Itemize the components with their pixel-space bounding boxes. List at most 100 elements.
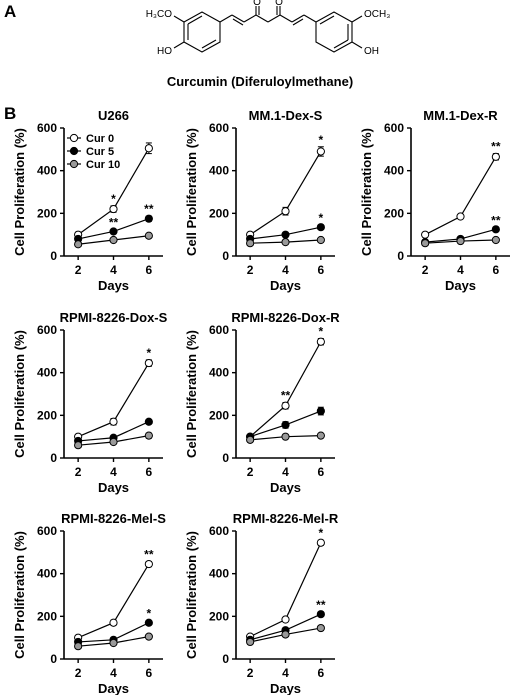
x-tick-label: 6 <box>318 666 325 680</box>
x-tick-label: 6 <box>493 263 500 277</box>
y-tick-label: 0 <box>50 652 57 666</box>
x-tick-label: 2 <box>422 263 429 277</box>
x-axis-label: Days <box>270 278 301 293</box>
data-point <box>144 214 153 223</box>
panel-label-b: B <box>4 104 17 123</box>
chart-3: RPMI-8226-Dox-S 0 200 400 600 2 4 6 Days Cell Pro… <box>12 310 168 495</box>
x-axis-label: Days <box>270 480 301 495</box>
right-hydroxy-label: OH <box>364 46 379 57</box>
y-axis-label: Cell Proliferation (%) <box>184 330 199 458</box>
y-tick-label: 0 <box>397 249 404 263</box>
significance-marker: ** <box>316 598 326 612</box>
x-axis-label: Days <box>98 480 129 495</box>
x-tick-label: 2 <box>75 666 82 680</box>
significance-marker: * <box>147 346 152 360</box>
y-tick-label: 200 <box>209 609 229 623</box>
x-axis-label: Days <box>98 681 129 695</box>
data-point <box>281 238 290 247</box>
y-tick-label: 600 <box>209 323 229 337</box>
data-point <box>316 538 325 547</box>
y-tick-label: 400 <box>209 366 229 380</box>
data-point <box>74 441 83 450</box>
legend-label: Cur 0 <box>86 133 114 145</box>
chart-5: RPMI-8226-Mel-S 0 200 400 600 2 4 6 Days Cell Pro… <box>12 511 166 695</box>
series-line <box>424 156 497 236</box>
y-tick-label: 400 <box>37 567 57 581</box>
chart-title: RPMI-8226-Dox-S <box>60 310 168 325</box>
y-tick-label: 600 <box>384 121 404 135</box>
data-point <box>109 235 118 245</box>
data-point <box>144 417 153 426</box>
data-point <box>144 358 153 368</box>
y-tick-label: 600 <box>209 524 229 538</box>
significance-marker: ** <box>109 215 119 229</box>
data-point <box>144 618 153 627</box>
legend-marker <box>69 159 79 169</box>
y-axis-label: Cell Proliferation (%) <box>12 330 27 458</box>
y-axis-label: Cell Proliferation (%) <box>184 531 199 659</box>
significance-marker: * <box>111 192 116 206</box>
data-point <box>281 630 290 639</box>
y-tick-label: 600 <box>209 121 229 135</box>
significance-marker: * <box>147 607 152 621</box>
x-tick-label: 4 <box>282 263 289 277</box>
significance-marker: * <box>319 211 324 225</box>
chart-6: RPMI-8226-Mel-R 0 200 400 600 2 4 6 Days Cell Pro… <box>184 511 339 695</box>
x-tick-label: 6 <box>146 666 153 680</box>
x-tick-label: 6 <box>146 263 153 277</box>
chart-title: U266 <box>98 108 129 123</box>
y-tick-label: 600 <box>37 524 57 538</box>
x-tick-label: 6 <box>318 465 325 479</box>
y-tick-label: 200 <box>37 206 57 220</box>
significance-marker: ** <box>491 214 501 228</box>
data-point <box>491 225 500 234</box>
series-line <box>249 151 322 236</box>
x-tick-label: 2 <box>247 666 254 680</box>
compound-name: Curcumin (Diferuloylmethane) <box>166 74 354 89</box>
data-point <box>456 212 465 221</box>
y-axis-label: Cell Proliferation (%) <box>12 531 27 659</box>
x-tick-label: 4 <box>457 263 464 277</box>
y-tick-label: 200 <box>37 609 57 623</box>
x-axis-label: Days <box>270 681 301 695</box>
x-axis-label: Days <box>445 278 476 293</box>
legend-marker <box>69 133 79 143</box>
curcumin-structure-diagram: H₃CO HO O O OCH₃ OH <box>146 0 390 57</box>
data-point <box>281 432 290 441</box>
data-point <box>316 337 325 346</box>
chart-0: U266 0 200 400 600 2 4 6 Days Cell Proliferation … <box>12 108 163 293</box>
legend-marker <box>69 146 79 156</box>
x-tick-label: 4 <box>110 263 117 277</box>
data-point <box>316 623 325 633</box>
data-point <box>144 231 153 240</box>
data-point <box>144 144 153 153</box>
x-tick-label: 4 <box>110 666 117 680</box>
data-point <box>246 637 255 647</box>
y-tick-label: 200 <box>37 408 57 422</box>
panel-label-a: A <box>4 2 17 21</box>
data-point <box>109 618 118 627</box>
y-tick-label: 0 <box>222 652 229 666</box>
chart-title: MM.1-Dex-S <box>249 108 323 123</box>
significance-marker: ** <box>491 140 501 154</box>
x-tick-label: 2 <box>75 263 82 277</box>
data-point <box>144 559 153 569</box>
y-tick-label: 200 <box>209 408 229 422</box>
data-point <box>246 239 255 248</box>
y-tick-label: 0 <box>50 451 57 465</box>
data-point <box>491 152 500 161</box>
x-tick-label: 2 <box>75 465 82 479</box>
significance-marker: * <box>319 133 324 147</box>
y-axis-label: Cell Proliferation (%) <box>12 128 27 256</box>
data-point <box>109 204 118 214</box>
significance-marker: ** <box>144 548 154 562</box>
data-point <box>74 642 83 651</box>
legend-label: Cur 10 <box>86 159 120 171</box>
x-tick-label: 4 <box>110 465 117 479</box>
chart-4: RPMI-8226-Dox-R 0 200 400 600 2 4 6 Days Cell Pro… <box>184 310 340 495</box>
left-methoxy-label: H₃CO <box>146 9 173 20</box>
chart-title: RPMI-8226-Mel-R <box>233 511 339 526</box>
y-tick-label: 400 <box>37 366 57 380</box>
right-methoxy-label: OCH₃ <box>364 9 390 20</box>
